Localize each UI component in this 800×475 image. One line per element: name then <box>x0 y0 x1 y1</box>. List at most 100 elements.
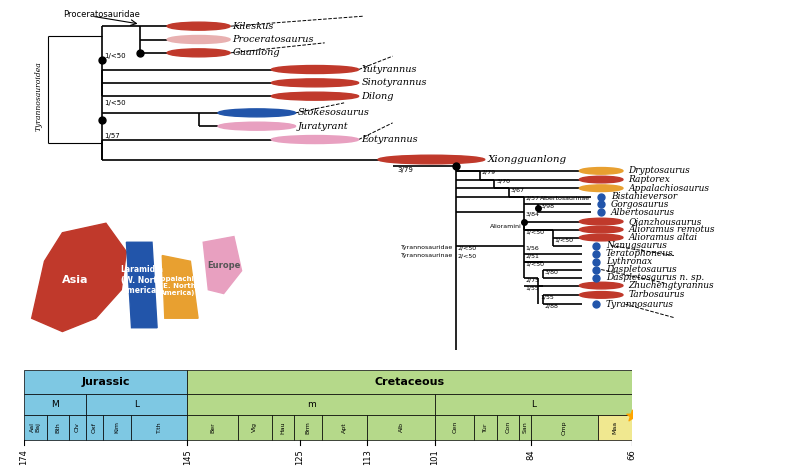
Ellipse shape <box>579 185 623 191</box>
Text: Proceratosauridae: Proceratosauridae <box>62 10 140 19</box>
Text: 66: 66 <box>627 449 637 460</box>
Text: M: M <box>51 399 59 408</box>
Text: Juratyrant: Juratyrant <box>298 122 348 131</box>
Text: Tyrannosauroidea: Tyrannosauroidea <box>34 61 42 131</box>
Text: Jurassic: Jurassic <box>82 377 130 387</box>
Ellipse shape <box>579 234 623 241</box>
Polygon shape <box>32 223 126 332</box>
FancyBboxPatch shape <box>322 415 367 440</box>
Text: Tyrannosaurinae: Tyrannosaurinae <box>402 253 454 258</box>
Text: Daspletosaurus n. sp.: Daspletosaurus n. sp. <box>606 273 704 282</box>
Text: Hau: Hau <box>281 421 286 434</box>
Text: Xiongguanlong: Xiongguanlong <box>488 155 566 164</box>
Polygon shape <box>126 242 157 328</box>
Text: Stokesosaurus: Stokesosaurus <box>298 108 370 117</box>
Text: 1/<50: 1/<50 <box>105 100 126 106</box>
FancyBboxPatch shape <box>435 394 632 415</box>
Text: Tarbosaurus: Tarbosaurus <box>628 290 685 299</box>
FancyBboxPatch shape <box>187 415 238 440</box>
Text: 1/55: 1/55 <box>540 294 554 299</box>
Ellipse shape <box>378 155 485 164</box>
Ellipse shape <box>579 218 623 225</box>
Text: Daspletosaurus: Daspletosaurus <box>606 265 677 274</box>
Text: Tyrannosaurus: Tyrannosaurus <box>606 300 674 309</box>
FancyBboxPatch shape <box>598 415 632 440</box>
Text: 125: 125 <box>295 449 304 465</box>
Text: 2/57: 2/57 <box>526 196 539 201</box>
Text: T.th: T.th <box>157 421 162 433</box>
Text: Gorgosaurus: Gorgosaurus <box>611 200 670 209</box>
Text: Bistahieversor: Bistahieversor <box>611 192 677 201</box>
Ellipse shape <box>218 109 296 117</box>
Text: 1/<50: 1/<50 <box>105 53 126 59</box>
Ellipse shape <box>271 135 358 143</box>
Text: Qianzhousaurus: Qianzhousaurus <box>628 217 702 226</box>
Text: Dilong: Dilong <box>362 92 394 101</box>
Text: 3/79: 3/79 <box>398 167 414 172</box>
Ellipse shape <box>271 92 358 100</box>
FancyBboxPatch shape <box>24 415 46 440</box>
Ellipse shape <box>579 168 623 174</box>
Text: 3/84: 3/84 <box>526 211 539 216</box>
Text: Kileskus: Kileskus <box>233 22 274 31</box>
FancyBboxPatch shape <box>435 415 474 440</box>
Text: 1/55: 1/55 <box>526 285 539 290</box>
Text: Vlg: Vlg <box>252 422 258 432</box>
Text: Europe: Europe <box>207 261 240 269</box>
Text: 101: 101 <box>430 449 439 465</box>
FancyBboxPatch shape <box>294 415 322 440</box>
Ellipse shape <box>167 22 230 30</box>
Text: San: San <box>522 421 527 433</box>
FancyBboxPatch shape <box>187 370 632 394</box>
Text: Brm: Brm <box>306 421 310 434</box>
Text: Yutyrannus: Yutyrannus <box>362 65 417 74</box>
FancyBboxPatch shape <box>519 415 530 440</box>
FancyBboxPatch shape <box>131 415 187 440</box>
Text: Sinotyrannus: Sinotyrannus <box>362 78 427 87</box>
Text: Eotyrannus: Eotyrannus <box>362 135 418 144</box>
Text: Maa: Maa <box>613 421 618 434</box>
Text: Raptorex: Raptorex <box>628 175 670 184</box>
Text: Proceratosaurus: Proceratosaurus <box>233 35 314 44</box>
Text: 2/<50: 2/<50 <box>458 245 477 250</box>
Text: Cen: Cen <box>452 421 457 433</box>
Text: 2/79: 2/79 <box>482 170 496 175</box>
Text: L: L <box>134 399 139 408</box>
Text: Nanuqsaurus: Nanuqsaurus <box>606 241 667 250</box>
Ellipse shape <box>167 36 230 44</box>
Text: 2/<50: 2/<50 <box>458 253 477 258</box>
Text: Guanlong: Guanlong <box>233 48 280 57</box>
FancyBboxPatch shape <box>474 415 497 440</box>
Text: Alioramus remotus: Alioramus remotus <box>628 225 715 234</box>
Ellipse shape <box>579 226 623 233</box>
Text: Laramidia
(W. North
America): Laramidia (W. North America) <box>120 266 163 295</box>
Text: 1/<50: 1/<50 <box>554 237 574 242</box>
Text: 1/<50: 1/<50 <box>526 229 545 234</box>
Text: Alioramini: Alioramini <box>490 224 522 228</box>
Text: m: m <box>306 399 315 408</box>
FancyBboxPatch shape <box>272 415 294 440</box>
Ellipse shape <box>579 292 623 298</box>
Text: 174: 174 <box>19 449 29 465</box>
Text: Oxf: Oxf <box>92 422 97 433</box>
Polygon shape <box>162 256 198 318</box>
Text: Appalachiosaurus: Appalachiosaurus <box>628 184 710 193</box>
Text: L: L <box>531 399 536 408</box>
Text: 1/57: 1/57 <box>105 133 120 139</box>
Text: Apt: Apt <box>342 422 347 433</box>
Ellipse shape <box>271 66 358 74</box>
Text: 1/<50: 1/<50 <box>526 261 545 266</box>
Ellipse shape <box>579 282 623 289</box>
Text: Tyrannosauridae: Tyrannosauridae <box>402 245 454 250</box>
Text: Tur: Tur <box>483 423 488 432</box>
FancyBboxPatch shape <box>367 415 435 440</box>
Ellipse shape <box>218 122 296 130</box>
Text: Cretaceous: Cretaceous <box>374 377 445 387</box>
Text: Cmp: Cmp <box>562 420 567 435</box>
Text: Albertosaurinae: Albertosaurinae <box>540 196 590 201</box>
Text: Clv: Clv <box>75 422 80 432</box>
Text: Albertosaurus: Albertosaurus <box>611 208 675 217</box>
FancyBboxPatch shape <box>103 415 131 440</box>
Text: 3/67: 3/67 <box>511 187 525 192</box>
Text: 113: 113 <box>363 449 372 465</box>
